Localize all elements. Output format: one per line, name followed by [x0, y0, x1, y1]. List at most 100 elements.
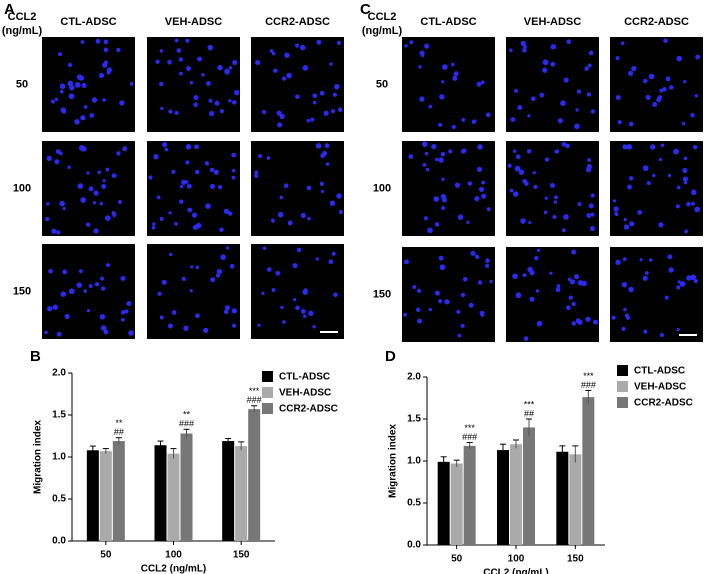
- cell-nucleus: [195, 169, 200, 175]
- cell-nucleus: [433, 196, 440, 202]
- cell-nucleus: [683, 156, 688, 161]
- cell-nucleus: [122, 146, 128, 152]
- cell-nucleus: [421, 141, 428, 147]
- cell-nucleus: [92, 201, 97, 205]
- cell-nucleus: [219, 109, 224, 114]
- cell-nucleus: [181, 179, 187, 185]
- cell-nucleus: [224, 68, 230, 75]
- legend-label: VEH-ADSC: [634, 382, 686, 393]
- cell-nucleus: [179, 184, 184, 189]
- cell-nucleus: [586, 163, 593, 170]
- cell-nucleus: [174, 222, 178, 226]
- cell-nucleus: [209, 167, 215, 173]
- cell-nucleus: [93, 190, 99, 196]
- column-header: VEH-ADSC: [165, 16, 223, 28]
- cell-nucleus: [105, 167, 110, 172]
- cell-nucleus: [306, 118, 311, 123]
- cell-nucleus: [474, 196, 480, 202]
- cell-nucleus: [460, 292, 466, 298]
- cell-nucleus: [59, 83, 66, 89]
- cell-nucleus: [631, 65, 637, 72]
- cell-nucleus: [183, 325, 189, 331]
- cell-nucleus: [477, 144, 483, 150]
- cell-nucleus: [178, 199, 184, 204]
- cell-nucleus: [576, 89, 582, 94]
- cell-nucleus: [93, 228, 99, 234]
- cell-nucleus: [103, 39, 109, 45]
- bar: [582, 397, 595, 545]
- cell-nucleus: [95, 282, 100, 287]
- cell-nucleus: [282, 320, 286, 324]
- cell-nucleus: [220, 254, 226, 261]
- cell-nucleus: [535, 289, 540, 293]
- cell-nucleus: [129, 82, 134, 86]
- cell-nucleus: [168, 109, 173, 114]
- bar: [167, 453, 180, 541]
- cell-nucleus: [422, 162, 427, 167]
- cell-nucleus: [216, 268, 223, 275]
- cell-nucleus: [302, 314, 307, 319]
- cell-nucleus: [550, 61, 556, 67]
- error-bar: [170, 448, 177, 459]
- cell-nucleus: [74, 82, 81, 88]
- error-bar: [559, 445, 566, 458]
- cell-nucleus: [645, 94, 651, 101]
- cell-nucleus: [523, 336, 529, 341]
- cell-nucleus: [331, 109, 336, 114]
- cell-nucleus: [295, 43, 300, 48]
- cell-nucleus: [52, 304, 58, 310]
- significance-label: ***: [249, 386, 260, 396]
- cell-nucleus: [319, 181, 324, 186]
- cell-nucleus: [486, 207, 491, 212]
- cell-nucleus: [254, 173, 259, 178]
- cell-nucleus: [403, 312, 408, 317]
- cell-nucleus: [567, 277, 572, 282]
- cell-nucleus: [284, 52, 290, 59]
- cell-nucleus: [223, 309, 229, 315]
- cell-nucleus: [254, 170, 259, 175]
- cell-nucleus: [442, 64, 448, 70]
- cell-nucleus: [320, 153, 326, 159]
- cell-nucleus: [189, 80, 194, 85]
- cell-nucleus: [269, 49, 274, 53]
- cell-nucleus: [509, 48, 513, 53]
- cell-nucleus: [315, 143, 322, 149]
- y-tick-label: 2.0: [407, 372, 421, 383]
- cell-nucleus: [478, 186, 485, 193]
- cell-nucleus: [577, 202, 582, 207]
- cell-nucleus: [299, 44, 306, 51]
- cell-nucleus: [203, 327, 209, 333]
- cell-nucleus: [54, 97, 59, 101]
- cell-nucleus: [448, 149, 453, 154]
- error-bar: [526, 418, 532, 436]
- cell-nucleus: [629, 221, 635, 227]
- legend-swatch: [617, 365, 628, 376]
- cell-nucleus: [485, 258, 490, 263]
- cell-nucleus: [434, 290, 440, 296]
- cell-nucleus: [111, 211, 116, 216]
- significance-label: ###: [462, 432, 477, 442]
- cell-nucleus: [415, 307, 421, 313]
- cell-nucleus: [663, 38, 668, 44]
- x-tick-label: 100: [508, 554, 525, 565]
- cell-nucleus: [536, 248, 541, 253]
- bar: [99, 451, 112, 541]
- cell-nucleus: [178, 57, 184, 62]
- cell-nucleus: [419, 96, 425, 102]
- cell-nucleus: [403, 259, 409, 265]
- cell-nucleus: [336, 193, 342, 199]
- cell-nucleus: [59, 200, 65, 207]
- cell-nucleus: [204, 161, 210, 166]
- cell-nucleus: [652, 102, 658, 107]
- cell-nucleus: [88, 186, 94, 192]
- cell-nucleus: [209, 183, 216, 189]
- cell-nucleus: [529, 296, 535, 302]
- cell-nucleus: [91, 97, 98, 103]
- cell-nucleus: [306, 185, 312, 191]
- legend-swatch: [617, 397, 628, 408]
- cell-nucleus: [416, 288, 422, 294]
- cell-nucleus: [480, 80, 485, 85]
- cell-nucleus: [683, 180, 688, 185]
- cell-nucleus: [439, 94, 445, 100]
- cell-nucleus: [683, 80, 687, 84]
